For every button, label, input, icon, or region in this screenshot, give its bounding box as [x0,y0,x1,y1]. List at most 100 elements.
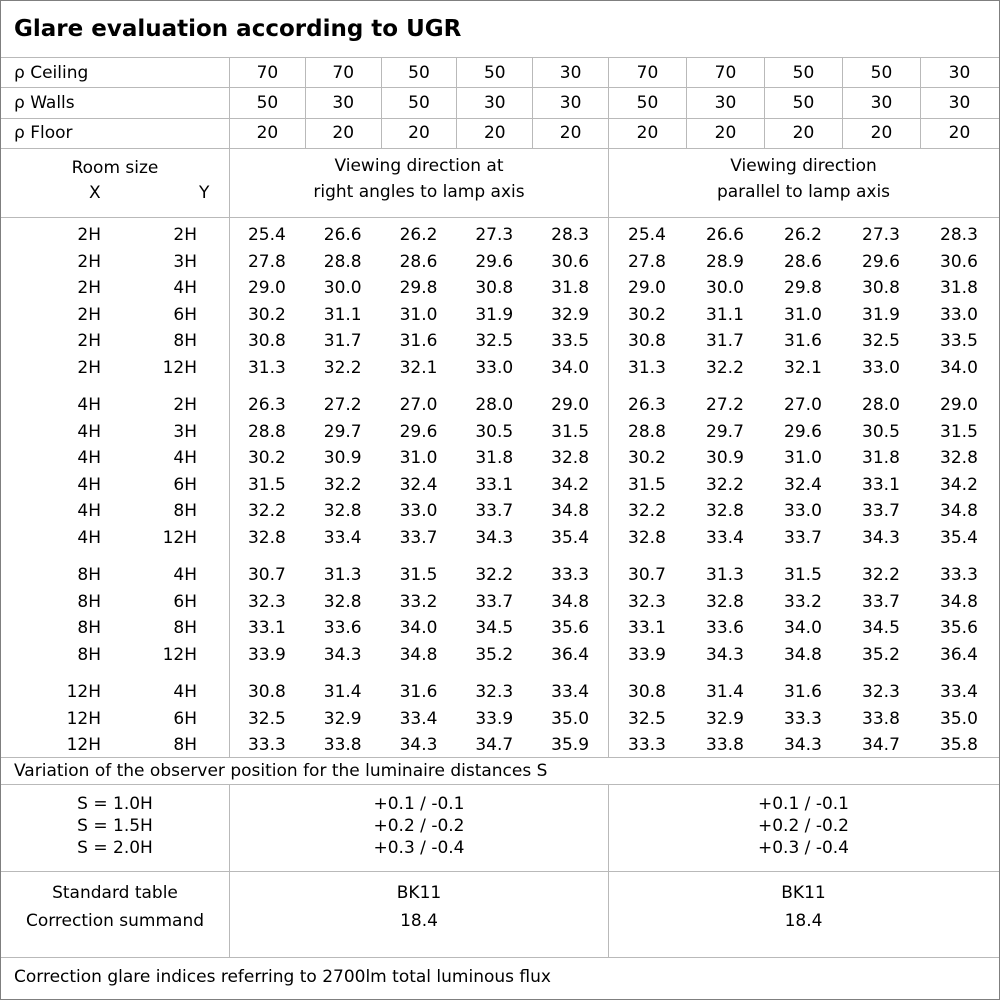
ugr-value-cell: 35.2 [475,644,514,665]
room-y-cell: 8H [173,735,197,755]
ugr-value-cell: 29.7 [323,421,362,442]
room-x-cell: 4H [77,395,101,415]
ugr-value-cell: 34.8 [551,591,590,612]
reflectance-value: 30 [841,88,920,118]
ugr-value-cell: 34.3 [475,527,514,548]
ugr-value-cell: 32.9 [706,708,744,729]
room-x-cell: 4H [77,501,101,521]
ugr-value-cell: 33.3 [628,735,666,755]
ugr-value-cell: 32.8 [323,591,362,612]
ugr-value-cell: 34.7 [475,735,514,755]
spacer [197,525,229,552]
ugr-value-cell: 25.4 [247,225,286,245]
s-variation-value: +0.1 / -0.1 [373,794,465,814]
ugr-value-cell: 25.4 [628,225,666,245]
reflectance-value: 30 [532,88,608,118]
ugr-value-cell: 33.0 [399,501,438,521]
ugr-value-cell: 31.3 [706,565,744,585]
room-y-cell: 4H [173,448,197,468]
ugr-value-cell: 33.0 [475,357,514,378]
ugr-value-cell: 32.5 [475,331,514,351]
room-y-cell: 2H [173,395,197,415]
ugr-value-cell: 30.5 [475,421,514,442]
reflectance-value: 70 [685,58,764,88]
room-y-cell: 8H [173,331,197,351]
ugr-value-cell: 31.8 [940,278,978,298]
ugr-value-cell: 33.1 [628,618,666,638]
ugr-value-cell: 26.6 [323,225,362,245]
ugr-value-cell: 31.5 [247,474,286,495]
spacer [197,328,229,355]
ugr-value-cell: 28.0 [475,395,514,415]
ugr-value-cell: 33.1 [862,474,900,495]
spacer [197,498,229,525]
ugr-value-cell: 33.6 [706,618,744,638]
room-y-cell: 6H [173,591,197,612]
ugr-value-cell: 32.4 [399,474,438,495]
ugr-value-cell: 33.3 [940,565,978,585]
ugr-value-cell: 33.4 [551,682,590,702]
ugr-value-cell: 31.0 [784,304,822,325]
reflectance-value: 20 [685,118,764,148]
summary-label: Standard table [52,883,178,903]
ugr-value-cell: 30.9 [706,448,744,468]
room-y-cell: 2H [173,225,197,245]
ugr-value-cell: 33.7 [475,591,514,612]
ugr-value-cell: 34.2 [551,474,590,495]
ugr-value-cell: 31.0 [399,304,438,325]
room-x-cell: 2H [77,278,101,298]
ugr-value-cell: 34.5 [475,618,514,638]
ugr-value-cell: 35.6 [551,618,590,638]
reflectance-value: 50 [380,58,457,88]
ugr-value-cell: 35.9 [551,735,590,755]
table-row: 8H 4H 30.7 31.3 31.5 32.2 33.3 30.7 31.3 31.5 32.2… [1,562,999,589]
ugr-value-cell: 33.3 [784,708,822,729]
ugr-value-cell: 33.7 [784,527,822,548]
ugr-value-cell: 32.8 [706,501,744,521]
ugr-value-cell: 32.8 [551,448,590,468]
ugr-value-cell: 31.1 [706,304,744,325]
ugr-value-cell: 34.8 [551,501,590,521]
summary-value: BK11 [781,883,826,903]
room-x-cell: 4H [77,421,101,442]
column-divider-left [229,218,230,757]
reflectance-label: ρ Ceiling [14,62,89,83]
ugr-value-cell: 33.2 [784,591,822,612]
ugr-value-cell: 27.2 [323,395,362,415]
ugr-value-cell: 33.0 [940,304,978,325]
ugr-value-cell: 34.0 [551,357,590,378]
ugr-value-cell: 27.2 [706,395,744,415]
table-row: 2H 4H 29.0 30.0 29.8 30.8 31.8 29.0 30.0 29.8 30.8… [1,275,999,302]
ugr-value-cell: 33.6 [323,618,362,638]
reflectance-value: 30 [919,58,998,88]
summary-value: BK11 [396,883,442,903]
reflectance-value: 70 [304,58,381,88]
reflectance-value: 20 [456,118,532,148]
ugr-value-cell: 28.3 [551,225,590,245]
ugr-value-cell: 31.8 [862,448,900,468]
reflectance-value: 20 [607,118,686,148]
ugr-value-cell: 33.7 [862,501,900,521]
room-x-cell: 4H [77,448,101,468]
table-row: 12H 8H 33.3 33.8 34.3 34.7 35.9 33.3 33.8 34.3 34.… [1,732,999,757]
ugr-value-cell: 31.4 [323,682,362,702]
ugr-row-groups: 2H 2H 25.4 26.6 26.2 27.3 28.3 25.4 26.6 26.2 27.3… [1,222,999,757]
ugr-value-cell: 30.2 [628,448,666,468]
ugr-value-cell: 28.9 [706,251,744,272]
ugr-value-cell: 31.6 [784,682,822,702]
ugr-value-cell: 32.8 [323,501,362,521]
spacer [197,706,229,733]
ugr-value-cell: 33.0 [784,501,822,521]
reflectance-row: ρ Ceiling 70 70 50 50 30 70 70 50 50 30 [1,58,999,89]
room-size-header: Room size X Y [1,149,229,217]
reflectance-label: ρ Walls [14,92,75,113]
ugr-value-cell: 30.0 [706,278,744,298]
table-row: 8H 6H 32.3 32.8 33.2 33.7 34.8 32.3 32.8 33.2 33.7… [1,589,999,616]
y-column-label: Y [199,183,210,203]
xy-header-line: X Y [1,181,229,206]
ugr-value-cell: 35.6 [940,618,978,638]
ugr-value-cell: 32.8 [247,527,286,548]
viewing-right-angles-line2: right angles to lamp axis [313,182,525,202]
ugr-value-cell: 33.9 [628,644,666,665]
ugr-value-cell: 27.3 [862,225,900,245]
